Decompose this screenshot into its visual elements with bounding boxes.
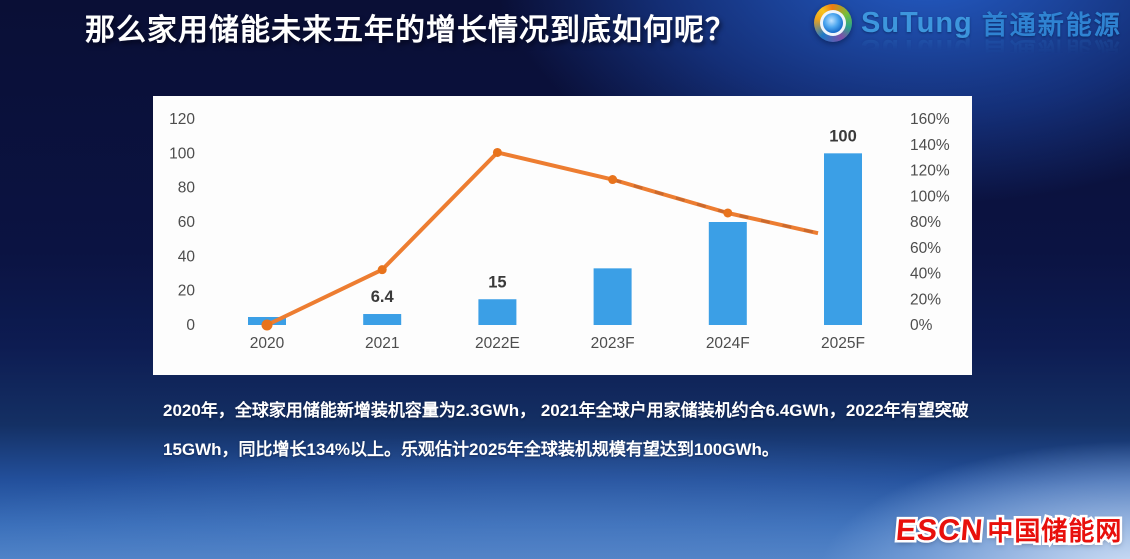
left-axis-tick: 0 (186, 317, 195, 334)
category-label: 2023F (591, 335, 635, 352)
paragraph-line-1: 2020年，全球家用储能新增装机容量为2.3GWh， 2021年全球户用家储装机… (163, 401, 969, 420)
line-marker (492, 147, 502, 157)
right-axis-tick: 60% (910, 240, 941, 257)
left-axis-tick: 120 (169, 111, 195, 128)
bar-value-label: 100 (829, 127, 857, 145)
bar-2025F (824, 153, 862, 325)
right-axis-tick: 20% (910, 291, 941, 308)
paragraph-line-2: 15GWh，同比增长134%以上。乐观估计2025年全球装机规模有望达到100G… (163, 440, 779, 459)
right-axis-tick: 80% (910, 214, 941, 231)
line-marker (723, 208, 733, 218)
right-axis-tick: 0% (910, 317, 933, 334)
left-axis-tick: 20 (178, 283, 196, 300)
left-axis-tick: 80 (178, 180, 196, 197)
category-label: 2020 (250, 335, 285, 352)
category-label: 2025F (821, 335, 865, 352)
body-paragraph: 2020年，全球家用储能新增装机容量为2.3GWh， 2021年全球户用家储装机… (163, 398, 1043, 476)
chart-panel: 120 100 80 60 40 20 0 160% 140% 120% 100% 80% 60% 40%… (153, 96, 972, 375)
sutung-swirl-icon-core (823, 13, 843, 33)
bar-value-label: 15 (488, 273, 506, 291)
bar-2023F (593, 268, 632, 325)
sutung-brand-cn-wrap: 首通新能源 首通新能源 (981, 5, 1122, 66)
category-label: 2021 (365, 335, 399, 352)
combo-chart: 120 100 80 60 40 20 0 160% 140% 120% 100% 80% 60% 40%… (169, 111, 950, 352)
left-axis-tick: 100 (169, 145, 195, 162)
bar-2024F (708, 222, 747, 325)
bar-2022E (478, 299, 517, 325)
sutung-logo: SuTung SuTung 首通新能源 首通新能源 (814, 4, 1122, 66)
bar-2021 (363, 314, 402, 325)
category-label: 2022E (475, 335, 520, 352)
page-title: 那么家用储能未来五年的增长情况到底如何呢？ (85, 14, 736, 47)
left-axis-tick: 40 (178, 248, 196, 265)
growth-line-shading (612, 178, 819, 235)
growth-line (266, 150, 819, 327)
line-marker (608, 175, 618, 185)
escn-cn: 中国储能网 (987, 516, 1123, 546)
right-axis-tick: 160% (910, 111, 950, 128)
sutung-brand-cn: 首通新能源 (981, 9, 1122, 40)
category-label: 2024F (706, 335, 750, 352)
sutung-brand-latin-wrap: SuTung SuTung (861, 6, 973, 65)
line-marker (377, 265, 387, 275)
escn-logo: ESCN 中国储能网 ESCN 中国储能网 (892, 511, 1124, 550)
line-marker (261, 319, 273, 331)
escn-logo-outline: ESCN 中国储能网 (892, 511, 1124, 550)
sutung-brand-latin: SuTung (861, 6, 973, 39)
right-axis-tick: 140% (910, 137, 950, 154)
right-axis-tick: 120% (910, 163, 950, 180)
right-axis-tick: 100% (910, 188, 950, 205)
bar-value-label: 6.4 (371, 288, 395, 306)
escn-cn-outline: 中国储能网 (985, 514, 1124, 549)
left-axis-tick: 60 (178, 214, 196, 231)
escn-latin: ESCN (894, 514, 985, 547)
sutung-swirl-icon (814, 4, 852, 42)
right-axis-tick: 40% (910, 266, 941, 283)
escn-logo-text: ESCN 中国储能网 (894, 511, 1123, 548)
